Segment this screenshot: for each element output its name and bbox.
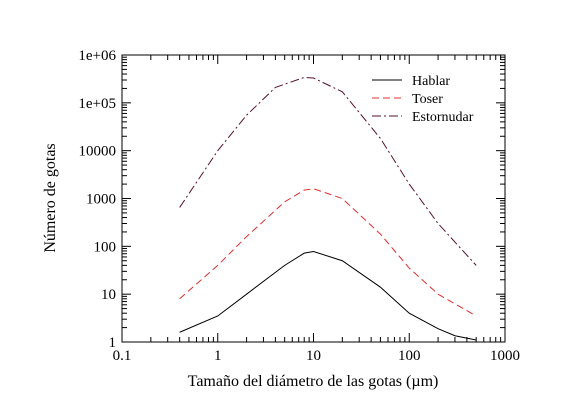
y-tick-label: 1e+05 [78,96,116,112]
y-tick-label: 100 [94,239,117,255]
y-tick-label: 1 [109,335,117,351]
x-tick-label: 0.1 [113,348,132,364]
x-tick-label: 100 [398,348,421,364]
y-tick-labels: 1 10 100 1000 10000 1e+05 1e+06 [78,48,116,351]
series-lines [179,76,477,341]
legend-label-estornudar: Estornudar [412,110,474,125]
x-axis-title: Tamaño del diámetro de las gotas (µm) [188,373,439,390]
plot-frame [121,54,506,343]
y-tick-label: 10 [101,287,116,303]
x-tick-label: 1 [214,348,222,364]
legend-label-toser: Toser [412,92,443,107]
y-tick-label: 1e+06 [78,48,116,64]
series-line-hablar [179,250,477,341]
x-tick-label: 10 [306,348,321,364]
axis-ticks [121,55,505,343]
legend-label-hablar: Hablar [412,74,450,89]
legend: Hablar Toser Estornudar [372,74,474,125]
y-tick-label: 1000 [86,192,116,208]
series-line-estornudar [179,76,477,266]
x-tick-labels: 0.1 1 10 100 1000 [113,348,520,364]
series-line-toser [179,188,477,317]
y-tick-label: 10000 [79,144,117,160]
x-tick-label: 1000 [490,348,520,364]
y-axis-title: Número de gotas [42,143,59,252]
